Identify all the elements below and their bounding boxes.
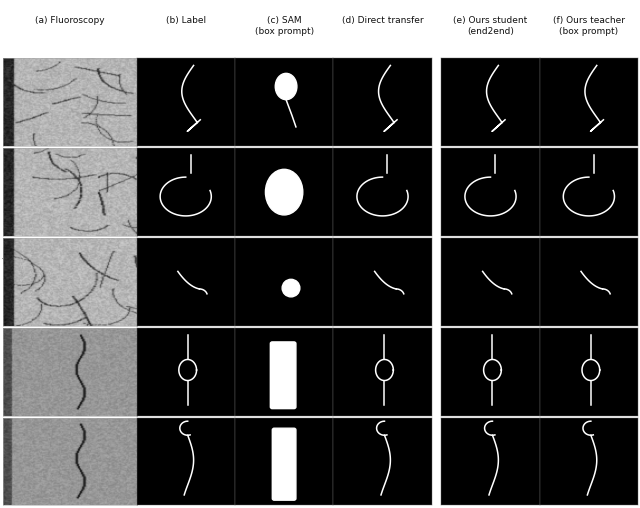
- Text: (e) Ours student
(end2end): (e) Ours student (end2end): [453, 16, 527, 36]
- Text: ·: ·: [1, 254, 4, 264]
- FancyBboxPatch shape: [270, 342, 296, 408]
- Text: (c) SAM
(box prompt): (c) SAM (box prompt): [255, 16, 314, 36]
- Text: (f) Ours teacher
(box prompt): (f) Ours teacher (box prompt): [553, 16, 625, 36]
- Text: (b) Label: (b) Label: [166, 16, 206, 25]
- Ellipse shape: [275, 73, 297, 100]
- Text: (a) Fluoroscopy: (a) Fluoroscopy: [35, 16, 105, 25]
- FancyBboxPatch shape: [272, 428, 296, 500]
- Ellipse shape: [266, 169, 303, 215]
- Text: (d) Direct transfer: (d) Direct transfer: [342, 16, 423, 25]
- Ellipse shape: [282, 279, 300, 297]
